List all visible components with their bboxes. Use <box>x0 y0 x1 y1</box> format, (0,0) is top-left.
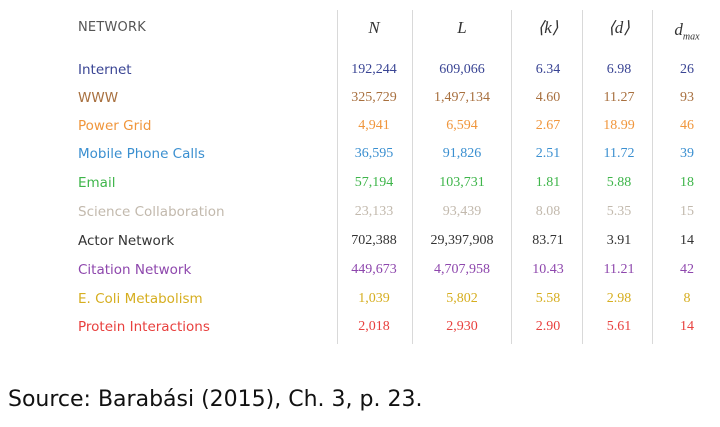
header-n: N <box>368 18 380 37</box>
column-divider <box>412 10 413 344</box>
average-distance: 11.27 <box>603 90 635 105</box>
average-degree: 83.71 <box>532 233 564 248</box>
average-degree: 10.43 <box>532 262 564 277</box>
max-distance: 26 <box>680 62 694 77</box>
max-distance: 8 <box>683 291 691 306</box>
node-count: 4,941 <box>358 118 390 133</box>
node-count: 1,039 <box>358 291 390 306</box>
network-name: Power Grid <box>78 118 152 134</box>
max-distance: 18 <box>680 175 694 190</box>
link-count: 6,594 <box>446 118 478 133</box>
average-distance: 6.98 <box>606 62 632 77</box>
average-degree: 5.58 <box>535 291 561 306</box>
network-name: Citation Network <box>78 262 192 278</box>
network-name: Email <box>78 175 116 191</box>
max-distance: 42 <box>680 262 694 277</box>
node-count: 702,388 <box>351 233 397 248</box>
max-distance: 15 <box>680 204 694 219</box>
link-count: 91,826 <box>442 146 482 161</box>
network-name: Internet <box>78 62 132 78</box>
average-distance: 5.35 <box>606 204 632 219</box>
average-distance: 5.88 <box>606 175 632 190</box>
link-count: 2,930 <box>446 319 478 334</box>
average-degree: 2.67 <box>535 118 561 133</box>
node-count: 325,729 <box>351 90 397 105</box>
average-degree: 1.81 <box>535 175 561 190</box>
link-count: 609,066 <box>439 62 485 77</box>
max-distance: 46 <box>680 118 694 133</box>
link-count: 4,707,958 <box>434 262 490 277</box>
average-degree: 4.60 <box>535 90 561 105</box>
column-divider <box>582 10 583 344</box>
average-distance: 18.99 <box>603 118 635 133</box>
header-k: ⟨k⟩ <box>537 18 559 37</box>
node-count: 2,018 <box>358 319 390 334</box>
source-citation: Source: Barabási (2015), Ch. 3, p. 23. <box>8 387 423 412</box>
link-count: 93,439 <box>442 204 482 219</box>
node-count: 23,133 <box>354 204 394 219</box>
link-count: 1,497,134 <box>434 90 490 105</box>
header-network: NETWORK <box>78 20 146 35</box>
network-name: WWW <box>78 90 119 106</box>
network-name: Actor Network <box>78 233 175 249</box>
average-distance: 5.61 <box>606 319 632 334</box>
average-degree: 6.34 <box>535 62 561 77</box>
node-count: 192,244 <box>351 62 397 77</box>
average-degree: 2.51 <box>535 146 561 161</box>
max-distance: 14 <box>680 233 694 248</box>
header-dmax: dmax <box>674 20 700 43</box>
header-l: L <box>457 18 467 37</box>
column-divider <box>337 10 338 344</box>
link-count: 103,731 <box>439 175 485 190</box>
node-count: 449,673 <box>351 262 397 277</box>
average-distance: 3.91 <box>606 233 632 248</box>
max-distance: 93 <box>680 90 694 105</box>
node-count: 57,194 <box>354 175 394 190</box>
average-distance: 2.98 <box>606 291 632 306</box>
average-degree: 2.90 <box>535 319 561 334</box>
link-count: 5,802 <box>446 291 478 306</box>
header-d: ⟨d⟩ <box>608 18 630 37</box>
network-name: Protein Interactions <box>78 319 210 335</box>
average-degree: 8.08 <box>535 204 561 219</box>
max-distance: 14 <box>680 319 694 334</box>
max-distance: 39 <box>680 146 694 161</box>
network-name: Science Collaboration <box>78 204 225 220</box>
link-count: 29,397,908 <box>430 233 494 248</box>
network-name: E. Coli Metabolism <box>78 291 203 307</box>
average-distance: 11.21 <box>603 262 635 277</box>
average-distance: 11.72 <box>603 146 635 161</box>
node-count: 36,595 <box>354 146 394 161</box>
column-divider <box>652 10 653 344</box>
column-divider <box>511 10 512 344</box>
network-name: Mobile Phone Calls <box>78 146 205 162</box>
